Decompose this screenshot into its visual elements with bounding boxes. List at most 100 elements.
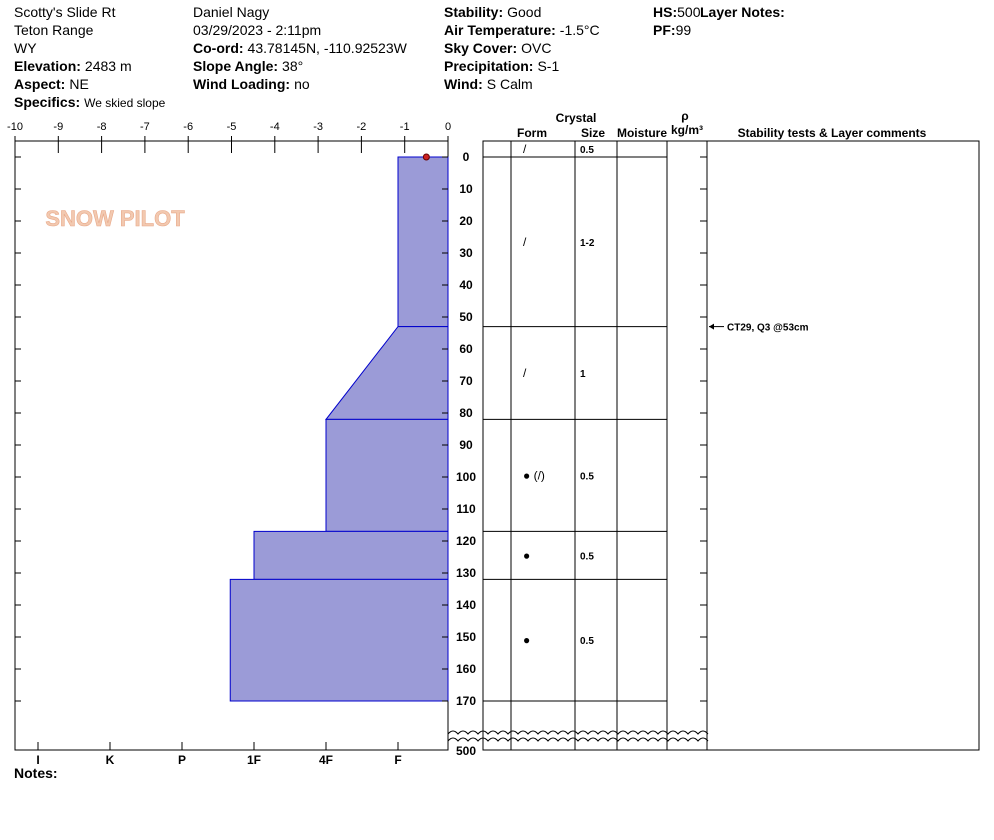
y-tick-label: 90 bbox=[459, 438, 473, 452]
field-label: Layer Notes: bbox=[700, 4, 785, 20]
field-label: HS: bbox=[653, 4, 677, 20]
field-label: Co-ord: bbox=[193, 40, 244, 56]
y-tick-label: 130 bbox=[456, 566, 476, 580]
depth-break bbox=[447, 730, 709, 735]
depth-break bbox=[447, 737, 709, 742]
hardness-layer bbox=[397, 156, 449, 328]
hardness-layer bbox=[325, 418, 449, 532]
header-field: Slope Angle: 38° bbox=[193, 58, 303, 74]
x-tick-label: -2 bbox=[357, 121, 367, 133]
y-tick-label: 60 bbox=[459, 342, 473, 356]
crystal-form: / bbox=[523, 366, 527, 380]
field-value: no bbox=[294, 76, 310, 92]
y-tick-label: 70 bbox=[459, 374, 473, 388]
y-tick-label: 120 bbox=[456, 534, 476, 548]
field-value: S-1 bbox=[537, 58, 559, 74]
field-label: Stability: bbox=[444, 4, 503, 20]
field-value: Teton Range bbox=[14, 22, 94, 38]
x-tick-label: -1 bbox=[400, 121, 410, 133]
x-tick-label: -5 bbox=[227, 121, 237, 133]
y-tick-label: 140 bbox=[456, 598, 476, 612]
header-field: Scotty's Slide Rt bbox=[14, 4, 116, 20]
table-frame bbox=[482, 140, 980, 751]
x-tick-label: 0 bbox=[445, 121, 451, 133]
temperature-point bbox=[422, 153, 430, 161]
field-label: Aspect: bbox=[14, 76, 65, 92]
y-tick-label: 100 bbox=[456, 470, 476, 484]
field-label: Wind Loading: bbox=[193, 76, 290, 92]
column-header: Size bbox=[581, 126, 605, 140]
column-header: Moisture bbox=[617, 126, 667, 140]
crystal-size: 1 bbox=[580, 369, 586, 380]
y-tick-label: 110 bbox=[456, 502, 476, 516]
header-field: Aspect: NE bbox=[14, 76, 89, 92]
column-header: ρ bbox=[681, 109, 688, 123]
field-value: We skied slope bbox=[84, 96, 165, 110]
crystal-size: 0.5 bbox=[580, 551, 594, 562]
header-field: Wind: S Calm bbox=[444, 76, 533, 92]
crystal-form: / bbox=[523, 235, 527, 249]
field-value: -1.5°C bbox=[560, 22, 600, 38]
header-field: Precipitation: S-1 bbox=[444, 58, 559, 74]
header-field: Wind Loading: no bbox=[193, 76, 310, 92]
field-value: 99 bbox=[676, 22, 692, 38]
header-field: Stability: Good bbox=[444, 4, 541, 20]
header-field: Teton Range bbox=[14, 22, 94, 38]
hardness-tick-label: I bbox=[36, 753, 39, 767]
column-header: Stability tests & Layer comments bbox=[738, 126, 927, 140]
hs-tick-label: 500 bbox=[456, 744, 476, 758]
crystal-form: ● (/) bbox=[523, 468, 545, 482]
field-value: S Calm bbox=[487, 76, 533, 92]
field-value: 38° bbox=[282, 58, 303, 74]
crystal-size: 0.5 bbox=[580, 471, 594, 482]
crystal-size: 0.5 bbox=[580, 636, 594, 647]
hardness-layer bbox=[324, 326, 449, 420]
hardness-tick-label: P bbox=[178, 753, 186, 767]
x-tick-label: -6 bbox=[183, 121, 193, 133]
field-label: Elevation: bbox=[14, 58, 81, 74]
field-value: WY bbox=[14, 40, 37, 56]
header-field: Sky Cover: OVC bbox=[444, 40, 552, 56]
header-field: PF:99 bbox=[653, 22, 691, 38]
header-field: WY bbox=[14, 40, 37, 56]
crystal-form: ● bbox=[523, 548, 530, 562]
hardness-layer bbox=[229, 578, 449, 702]
header-field: HS:500 bbox=[653, 4, 701, 20]
header-field: Specifics: We skied slope bbox=[14, 94, 166, 110]
crystal-size: 1-2 bbox=[580, 238, 595, 249]
column-header: kg/m³ bbox=[671, 123, 703, 137]
crystal-size: 0.5 bbox=[580, 145, 594, 156]
field-label: Specifics: bbox=[14, 94, 80, 110]
y-tick-label: 160 bbox=[456, 662, 476, 676]
x-tick-label: -9 bbox=[53, 121, 63, 133]
column-header: Form bbox=[517, 126, 547, 140]
x-tick-label: -8 bbox=[97, 121, 107, 133]
field-value: Scotty's Slide Rt bbox=[14, 4, 116, 20]
hardness-tick-label: 4F bbox=[319, 753, 333, 767]
header-field: Layer Notes: bbox=[700, 4, 785, 20]
field-label: PF: bbox=[653, 22, 676, 38]
notes-label: Notes: bbox=[14, 765, 58, 781]
y-tick-label: 170 bbox=[456, 694, 476, 708]
hardness-tick-label: F bbox=[394, 753, 401, 767]
field-label: Slope Angle: bbox=[193, 58, 278, 74]
x-tick-label: -3 bbox=[313, 121, 323, 133]
hardness-tick-label: K bbox=[106, 753, 115, 767]
field-label: Air Temperature: bbox=[444, 22, 556, 38]
x-tick-label: -7 bbox=[140, 121, 150, 133]
y-tick-label: 50 bbox=[459, 310, 473, 324]
x-tick-label: -10 bbox=[7, 121, 23, 133]
logo: SNOW PILOT bbox=[45, 206, 185, 231]
header-field: Daniel Nagy bbox=[193, 4, 269, 20]
y-tick-label: 80 bbox=[459, 406, 473, 420]
crystal-form: ● bbox=[523, 633, 530, 647]
y-tick-label: 0 bbox=[463, 150, 470, 164]
y-tick-label: 10 bbox=[459, 182, 473, 196]
column-header: Crystal bbox=[556, 111, 597, 125]
field-label: Sky Cover: bbox=[444, 40, 517, 56]
y-tick-label: 30 bbox=[459, 246, 473, 260]
header-field: Elevation: 2483 m bbox=[14, 58, 132, 74]
header-field: Co-ord: 43.78145N, -110.92523W bbox=[193, 40, 408, 56]
y-tick-label: 40 bbox=[459, 278, 473, 292]
